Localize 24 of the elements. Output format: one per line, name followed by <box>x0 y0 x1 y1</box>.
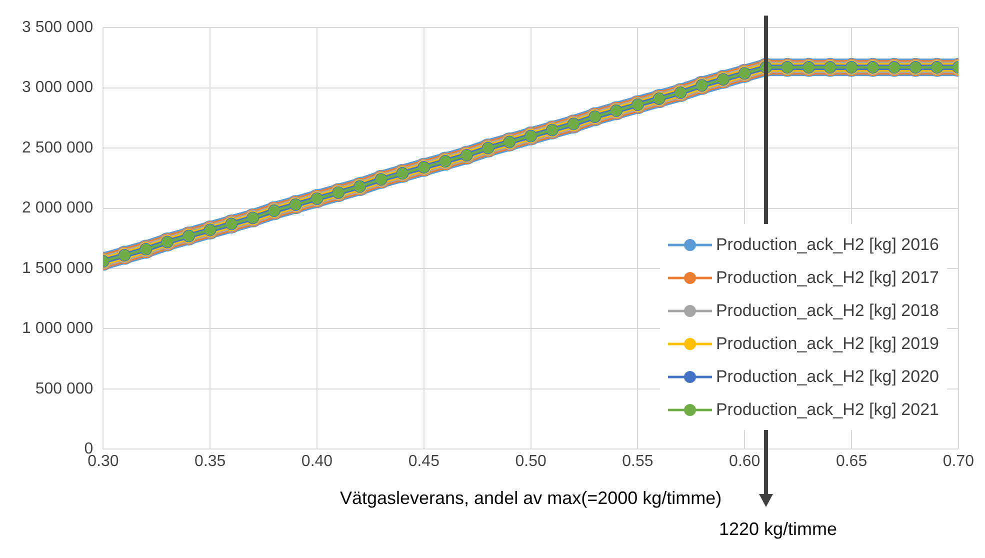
y-tick-label: 1 000 000 <box>22 320 94 338</box>
legend-label: Production_ack_H2 [kg] 2019 <box>716 334 939 354</box>
y-tick-label: 3 500 000 <box>22 19 94 36</box>
x-tick-label: 0.45 <box>408 453 440 470</box>
x-tick-label: 0.70 <box>942 453 974 470</box>
legend-label: Production_ack_H2 [kg] 2021 <box>716 400 939 420</box>
legend-label: Production_ack_H2 [kg] 2016 <box>716 234 939 254</box>
legend-label: Production_ack_H2 [kg] 2017 <box>716 268 939 288</box>
x-axis-title: Vätgasleverans, andel av max(=2000 kg/timme) <box>340 488 722 508</box>
x-tick-label: 0.55 <box>622 453 654 470</box>
x-tick-label: 0.40 <box>301 453 333 470</box>
x-tick-label: 0.65 <box>836 453 868 470</box>
x-tick-label: 0.30 <box>88 453 119 470</box>
y-tick-label: 3 000 000 <box>22 79 94 96</box>
x-tick-label: 0.60 <box>729 453 760 470</box>
legend-label: Production_ack_H2 [kg] 2018 <box>716 300 939 320</box>
x-tick-label: 0.50 <box>515 453 546 470</box>
ref-line-label: 1220 kg/timme <box>718 519 838 540</box>
y-tick-label: 500 000 <box>35 380 94 398</box>
y-tick-label: 2 500 000 <box>22 139 94 156</box>
x-tick-label: 0.35 <box>194 453 226 470</box>
y-tick-label: 1 500 000 <box>22 260 94 277</box>
y-tick-label: 2 000 000 <box>22 200 94 217</box>
legend-label: Production_ack_H2 [kg] 2020 <box>716 366 939 386</box>
